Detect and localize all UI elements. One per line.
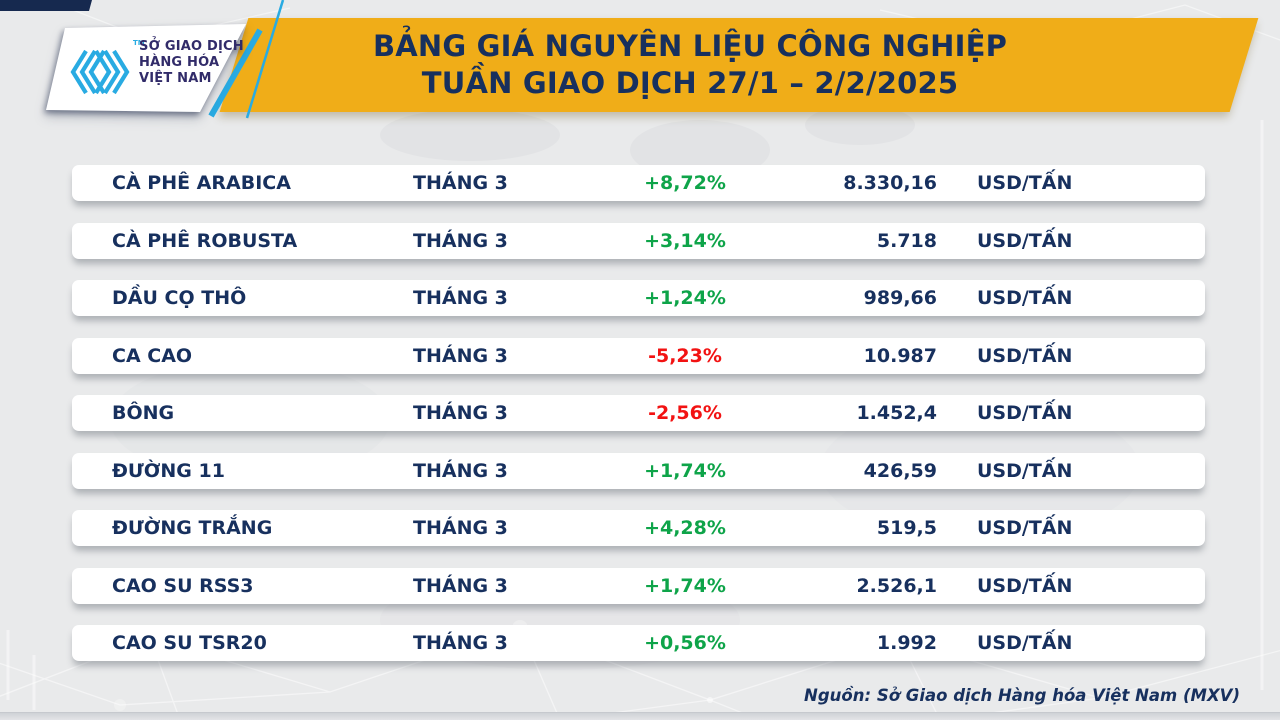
- page-title: BẢNG GIÁ NGUYÊN LIỆU CÔNG NGHIỆP TUẦN GI…: [290, 18, 1090, 112]
- commodity-name: ĐƯỜNG 11: [112, 459, 225, 482]
- price-value: 1.992: [876, 632, 937, 654]
- table-row: CA CAO THÁNG 3 -5,23% 10.987 USD/TẤN: [72, 337, 1205, 374]
- contract-month: THÁNG 3: [413, 402, 508, 424]
- contract-month: THÁNG 3: [413, 632, 508, 654]
- contract-month: THÁNG 3: [413, 287, 508, 309]
- price-unit: USD/TẤN: [977, 172, 1073, 194]
- table-row: CÀ PHÊ ROBUSTA THÁNG 3 +3,14% 5.718 USD/…: [72, 222, 1205, 259]
- commodity-name: BÔNG: [112, 402, 175, 424]
- price-value: 10.987: [863, 344, 937, 367]
- logo-line-2: HÀNG HÓA: [139, 55, 220, 70]
- logo-line-3: VIỆT NAM: [139, 71, 212, 86]
- change-percent: +3,14%: [644, 229, 726, 252]
- price-value: 1.452,4: [856, 402, 937, 424]
- diagonal-stripes-icon: [208, 0, 285, 119]
- contract-month: THÁNG 3: [413, 574, 508, 597]
- price-unit: USD/TẤN: [977, 344, 1073, 367]
- commodity-name: CÀ PHÊ ARABICA: [112, 172, 291, 194]
- table-row: DẦU CỌ THÔ THÁNG 3 +1,24% 989,66 USD/TẤN: [72, 280, 1205, 316]
- commodity-name: ĐƯỜNG TRẮNG: [112, 517, 273, 539]
- bottom-edge-strip: [0, 712, 1280, 720]
- change-percent: +4,28%: [644, 517, 726, 539]
- price-unit: USD/TẤN: [977, 287, 1073, 309]
- table-row: CÀ PHÊ ARABICA THÁNG 3 +8,72% 8.330,16 U…: [72, 165, 1205, 201]
- contract-month: THÁNG 3: [413, 459, 508, 482]
- table-row: ĐƯỜNG TRẮNG THÁNG 3 +4,28% 519,5 USD/TẤN: [72, 510, 1205, 546]
- table-row: CAO SU TSR20 THÁNG 3 +0,56% 1.992 USD/TẤ…: [72, 625, 1205, 661]
- change-percent: +8,72%: [644, 172, 726, 194]
- price-unit: USD/TẤN: [977, 229, 1073, 252]
- change-percent: -2,56%: [648, 402, 722, 424]
- price-value: 989,66: [863, 287, 937, 309]
- contract-month: THÁNG 3: [413, 517, 508, 539]
- price-unit: USD/TẤN: [977, 517, 1073, 539]
- commodity-name: CA CAO: [112, 344, 193, 367]
- mxv-chevrons-icon: [70, 49, 130, 95]
- title-line-2: TUẦN GIAO DỊCH 27/1 – 2/2/2025: [421, 66, 959, 100]
- commodity-name: CAO SU TSR20: [112, 632, 267, 654]
- price-unit: USD/TẤN: [977, 632, 1073, 654]
- contract-month: THÁNG 3: [413, 344, 508, 367]
- price-value: 8.330,16: [843, 172, 937, 194]
- trademark-symbol: TM: [133, 39, 145, 47]
- logo-wordmark: SỞ GIAO DỊCH HÀNG HÓA VIỆT NAM: [139, 39, 244, 87]
- price-unit: USD/TẤN: [977, 459, 1073, 482]
- price-unit: USD/TẤN: [977, 574, 1073, 597]
- change-percent: +1,74%: [644, 574, 726, 597]
- change-percent: +0,56%: [644, 632, 726, 654]
- price-table: CÀ PHÊ ARABICA THÁNG 3 +8,72% 8.330,16 U…: [72, 165, 1205, 683]
- change-percent: +1,24%: [644, 287, 726, 309]
- title-line-1: BẢNG GIÁ NGUYÊN LIỆU CÔNG NGHIỆP: [372, 29, 1008, 63]
- table-row: CAO SU RSS3 THÁNG 3 +1,74% 2.526,1 USD/T…: [72, 567, 1205, 604]
- logo-card: TM SỞ GIAO DỊCH HÀNG HÓA VIỆT NAM: [40, 18, 255, 118]
- table-row: ĐƯỜNG 11 THÁNG 3 +1,74% 426,59 USD/TẤN: [72, 452, 1205, 489]
- source-note: Nguồn: Sở Giao dịch Hàng hóa Việt Nam (M…: [804, 686, 1240, 705]
- price-value: 2.526,1: [856, 574, 937, 597]
- commodity-name: DẦU CỌ THÔ: [112, 287, 247, 309]
- price-unit: USD/TẤN: [977, 402, 1073, 424]
- price-value: 5.718: [876, 229, 937, 252]
- price-value: 426,59: [863, 459, 937, 482]
- commodity-name: CÀ PHÊ ROBUSTA: [112, 229, 298, 252]
- commodity-name: CAO SU RSS3: [112, 574, 254, 597]
- contract-month: THÁNG 3: [413, 229, 508, 252]
- price-value: 519,5: [876, 517, 937, 539]
- change-percent: -5,23%: [648, 344, 722, 367]
- logo-line-1: SỞ GIAO DỊCH: [139, 39, 244, 54]
- contract-month: THÁNG 3: [413, 172, 508, 194]
- top-accent-bar: [0, 0, 92, 11]
- table-row: BÔNG THÁNG 3 -2,56% 1.452,4 USD/TẤN: [72, 395, 1205, 431]
- change-percent: +1,74%: [644, 459, 726, 482]
